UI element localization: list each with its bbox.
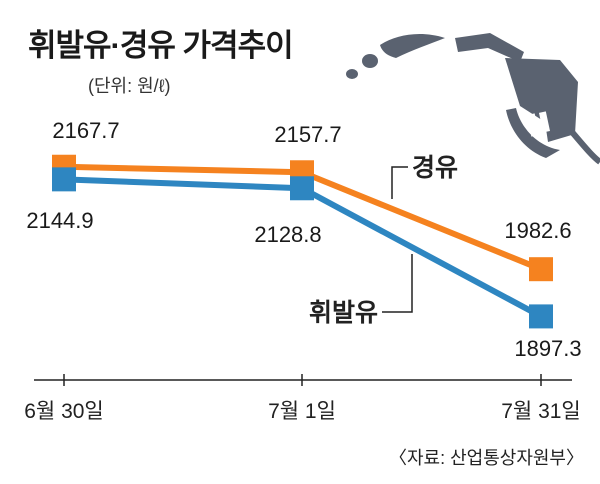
diesel-marker <box>529 257 553 282</box>
gasoline-callout-line <box>382 254 413 313</box>
x-tick-label: 7월 31일 <box>501 400 581 423</box>
gasoline-marker <box>52 167 76 192</box>
source-note: 〈자료: 산업통상자원부〉 <box>388 448 584 468</box>
diesel-value-label: 2167.7 <box>52 118 119 143</box>
chart-title: 휘발유·경유 가격추이 <box>28 28 294 63</box>
x-tick-label: 6월 30일 <box>24 400 104 423</box>
unit-label: (단위: 원/ℓ) <box>88 76 171 96</box>
gasoline-value-label: 2144.9 <box>26 208 93 233</box>
diesel-value-label: 1982.6 <box>504 218 571 243</box>
gasoline-value-label: 2128.8 <box>254 222 321 247</box>
diesel-series-label: 경유 <box>412 154 458 182</box>
diesel-value-label: 2157.7 <box>274 122 341 147</box>
gasoline-marker <box>529 304 553 329</box>
gasoline-series-label: 휘발유 <box>309 299 378 327</box>
x-tick-label: 7월 1일 <box>268 400 336 423</box>
gasoline-marker <box>290 176 314 201</box>
diesel-callout-line <box>391 166 408 199</box>
gasoline-value-label: 1897.3 <box>514 336 581 361</box>
